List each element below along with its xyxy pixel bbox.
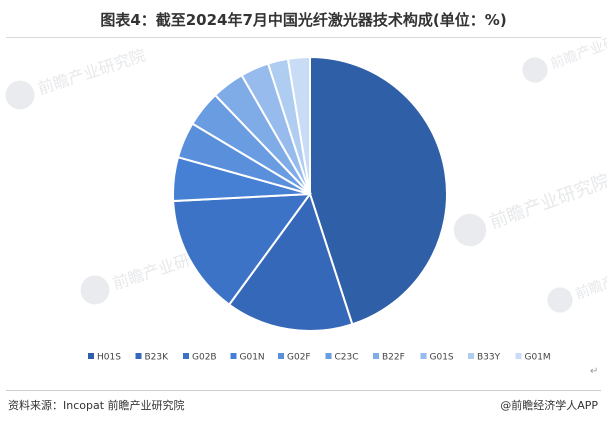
legend-item-g01s: G01S [420,353,454,363]
watermark: 前瞻产业研究院 [547,253,607,313]
legend-label: B33Y [477,353,501,363]
watermark: 前瞻产业研究院 [453,170,607,247]
legend-swatch [420,353,427,359]
legend-item-g01n: G01N [230,353,265,363]
pie-slice-g01m [286,55,311,195]
legend-item-g02b: G02B [183,353,217,363]
pie-slice-h01s [309,55,448,326]
pie-slices [172,55,448,332]
footer-divider [6,390,601,391]
legend-item-h01s: H01S [88,353,121,363]
watermark-text: 前瞻产业研究院 [573,253,607,302]
legend-swatch [183,353,189,359]
legend-label: B23K [145,353,170,363]
legend-label: G01N [240,353,265,363]
pie-slice-b23k [227,191,354,332]
brand-credit: @前瞻经济学人APP [500,399,598,412]
watermark-logo-icon [80,275,110,305]
legend-item-b23k: B23K [135,353,170,363]
legend-label: H01S [97,353,121,363]
legend-item-c23c: C23C [325,353,359,363]
watermark-text: 前瞻产业研究院 [35,46,147,99]
legend-label: G01M [525,353,551,363]
chart-legend: H01S B23K G02B G01N G02F C23C B22F G01S B33Y G01M [88,353,551,363]
legend-swatch [88,353,94,359]
legend-item-g02f: G02F [278,353,311,363]
watermark-text: 前瞻产业研究院 [548,23,607,72]
watermark: 前瞻产业研究院 [522,23,607,83]
watermark-logo-icon [5,80,35,110]
legend-swatch [278,353,284,359]
chart-title: 图表4：截至2024年7月中国光纤激光器技术构成(单位：%) [100,11,507,29]
watermark-logo-icon [547,287,573,313]
title-divider [6,37,601,38]
legend-label: G01S [430,353,454,363]
watermark-logo-icon [522,57,548,83]
legend-item-b33y: B33Y [468,353,501,363]
legend-swatch [515,353,522,359]
legend-item-b22f: B22F [373,353,405,363]
legend-swatch [230,353,237,359]
source-note: 资料来源：Incopat 前瞻产业研究院 [8,399,185,412]
legend-label: G02B [192,353,217,363]
legend-item-g01m: G01M [515,353,551,363]
pie-slice-g02b [172,192,313,307]
legend-label: G02F [287,353,311,363]
watermark-logo-icon [453,213,487,247]
legend-label: B22F [382,353,405,363]
legend-swatch [325,353,332,359]
legend-swatch [468,353,474,359]
paragraph-mark: ↵ [590,366,599,377]
legend-swatch [135,353,142,359]
watermark-text: 前瞻产业研究院 [487,170,607,233]
legend-label: C23C [335,353,359,363]
watermark: 前瞻产业研究院 [5,46,148,110]
legend-swatch [373,353,379,359]
